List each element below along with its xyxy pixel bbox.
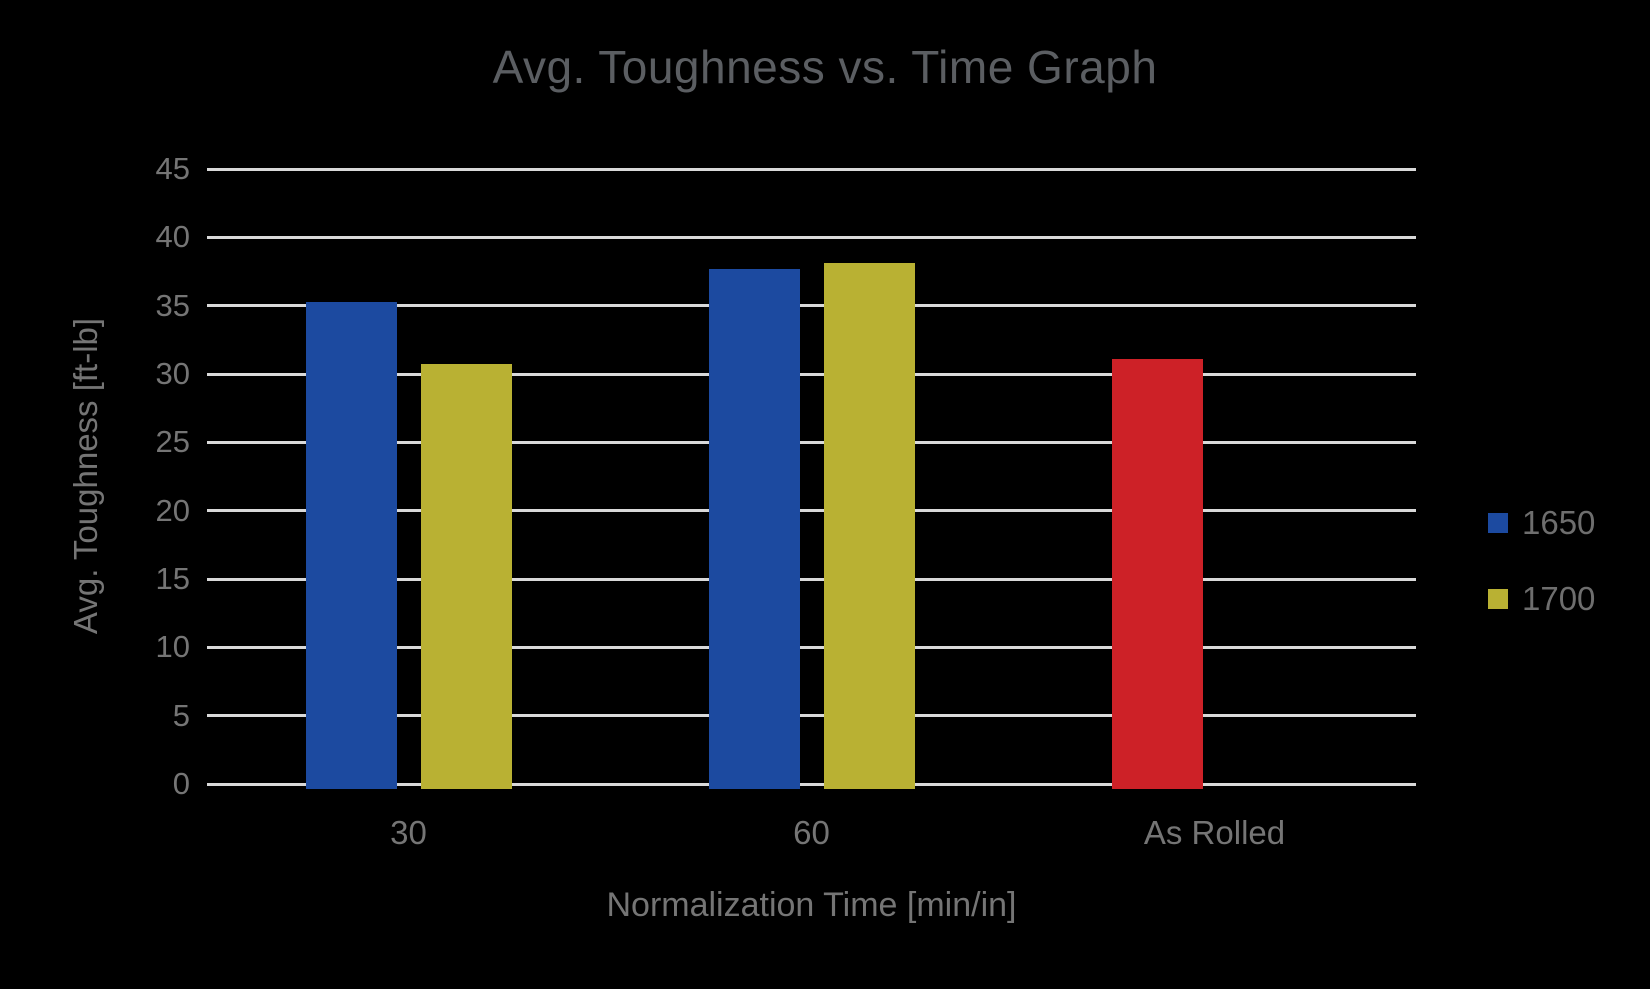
- x-category-label-60: 60: [793, 814, 830, 851]
- legend-entry-1700: 1700: [1488, 582, 1595, 615]
- gridline-y-45: [207, 167, 1416, 171]
- bar-1700-30: [420, 364, 512, 789]
- bar-as-rolled-as-rolled: [1111, 358, 1203, 789]
- y-tick-label-45: 45: [155, 151, 190, 186]
- y-tick-label-25: 25: [155, 424, 190, 460]
- y-tick-label-10: 10: [155, 629, 190, 665]
- bar-1700-60: [823, 263, 915, 789]
- gridline-y-10: [207, 645, 1416, 649]
- x-category-label-as-rolled: As Rolled: [1143, 814, 1286, 851]
- gridline-y-20: [207, 509, 1416, 513]
- x-category-label-30: 30: [390, 814, 427, 851]
- gridline-y-30: [207, 372, 1416, 376]
- gridline-y-0: [207, 782, 1416, 786]
- y-tick-label-35: 35: [155, 287, 190, 323]
- y-tick-label-0: 0: [172, 766, 190, 801]
- y-tick-label-15: 15: [155, 561, 190, 596]
- legend-label-1700: 1700: [1522, 580, 1596, 617]
- y-tick-label-40: 40: [155, 219, 190, 255]
- y-tick-label-30: 30: [155, 356, 190, 391]
- gridline-y-40: [207, 235, 1416, 239]
- legend-entry-1650: 1650: [1488, 506, 1595, 539]
- gridline-y-35: [207, 304, 1416, 308]
- gridline-y-15: [207, 577, 1416, 581]
- y-tick-label-5: 5: [172, 697, 190, 733]
- bar-1650-60: [708, 268, 800, 789]
- gridline-y-5: [207, 714, 1416, 718]
- bar-1650-30: [305, 301, 397, 789]
- legend-swatch-1650: [1488, 512, 1508, 533]
- x-axis-title: Normalization Time [min/in]: [606, 886, 1017, 924]
- chart-title: Avg. Toughness vs. Time Graph: [492, 41, 1158, 93]
- y-tick-label-20: 20: [155, 492, 190, 528]
- gridline-y-25: [207, 440, 1416, 444]
- legend-swatch-1700: [1488, 588, 1508, 609]
- legend-label-1650: 1650: [1522, 504, 1596, 541]
